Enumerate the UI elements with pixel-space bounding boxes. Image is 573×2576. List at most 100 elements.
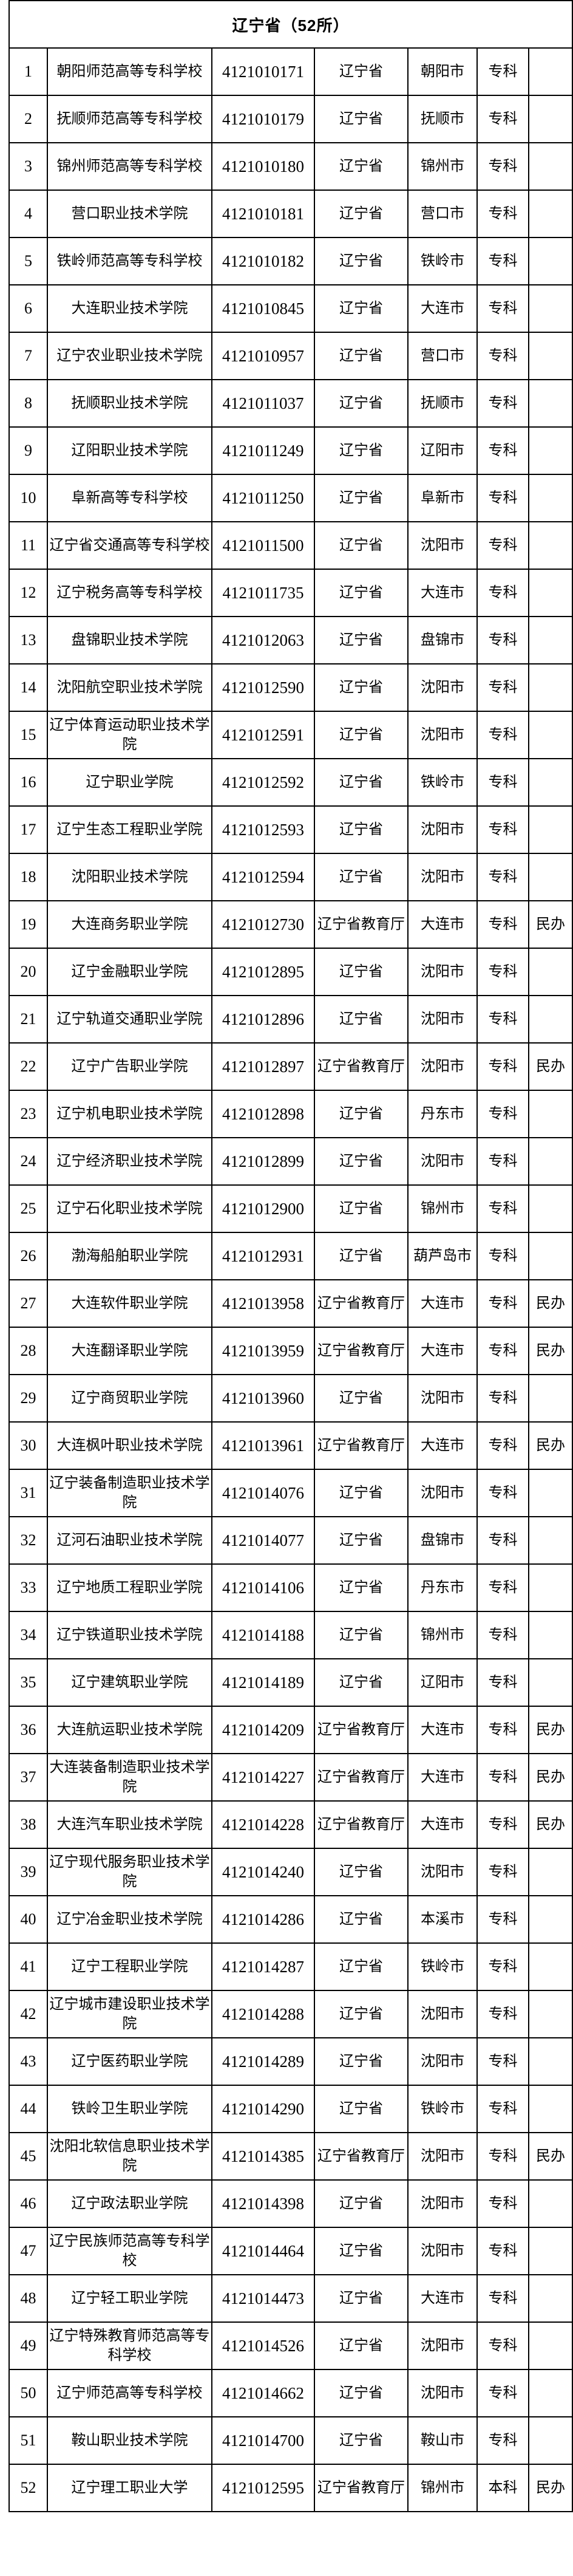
cell-supervisor: 辽宁省 xyxy=(314,521,409,570)
cell-school-code: 4121012593 xyxy=(211,805,315,854)
cell-supervisor: 辽宁省教育厅 xyxy=(314,1279,409,1328)
cell-school-code: 4121014106 xyxy=(211,1563,315,1612)
cell-school-name: 抚顺职业技术学院 xyxy=(47,379,212,428)
table-row: 17 辽宁生态工程职业学院 4121012593 辽宁省 沈阳市 专科 xyxy=(8,805,573,854)
cell-school-code: 4121014290 xyxy=(211,2085,315,2133)
cell-school-code: 4121013961 xyxy=(211,1421,315,1470)
cell-ownership: 民办 xyxy=(527,1800,573,1849)
cell-school-name: 辽宁师范高等专科学校 xyxy=(47,2369,212,2417)
table-row: 4 营口职业技术学院 4121010181 辽宁省 营口市 专科 xyxy=(8,190,573,238)
table-row: 5 铁岭师范高等专科学校 4121010182 辽宁省 铁岭市 专科 xyxy=(8,237,573,285)
cell-city: 铁岭市 xyxy=(407,1942,478,1991)
table-row: 12 辽宁税务高等专科学校 4121011735 辽宁省 大连市 专科 xyxy=(8,569,573,617)
cell-supervisor: 辽宁省 xyxy=(314,2369,409,2417)
cell-city: 沈阳市 xyxy=(407,663,478,712)
cell-city: 沈阳市 xyxy=(407,2369,478,2417)
table-row: 43 辽宁医药职业学院 4121014289 辽宁省 沈阳市 专科 xyxy=(8,2037,573,2086)
cell-supervisor: 辽宁省 xyxy=(314,663,409,712)
cell-level: 专科 xyxy=(476,711,529,759)
cell-city: 葫芦岛市 xyxy=(407,1232,478,1280)
cell-ownership: 民办 xyxy=(527,1753,573,1802)
cell-level: 专科 xyxy=(476,2321,529,2370)
cell-school-code: 4121012730 xyxy=(211,900,315,949)
cell-city: 铁岭市 xyxy=(407,237,478,285)
cell-supervisor: 辽宁省 xyxy=(314,1611,409,1659)
cell-supervisor: 辽宁省 xyxy=(314,1090,409,1138)
cell-school-code: 4121014662 xyxy=(211,2369,315,2417)
cell-ownership xyxy=(527,1184,573,1233)
cell-level: 专科 xyxy=(476,805,529,854)
cell-row-number: 11 xyxy=(8,521,48,570)
cell-level: 专科 xyxy=(476,663,529,712)
cell-row-number: 35 xyxy=(8,1658,48,1707)
cell-level: 专科 xyxy=(476,1753,529,1802)
cell-school-code: 4121014076 xyxy=(211,1469,315,1517)
cell-ownership xyxy=(527,1232,573,1280)
cell-supervisor: 辽宁省 xyxy=(314,758,409,807)
cell-city: 盘锦市 xyxy=(407,616,478,664)
cell-level: 专科 xyxy=(476,95,529,143)
cell-school-name: 大连装备制造职业技术学院 xyxy=(47,1753,212,1802)
cell-ownership xyxy=(527,663,573,712)
cell-school-code: 4121012896 xyxy=(211,995,315,1044)
cell-level: 专科 xyxy=(476,569,529,617)
cell-ownership: 民办 xyxy=(527,1279,573,1328)
cell-ownership xyxy=(527,1090,573,1138)
table-row: 51 鞍山职业技术学院 4121014700 辽宁省 鞍山市 专科 xyxy=(8,2416,573,2465)
cell-level: 专科 xyxy=(476,474,529,522)
cell-city: 沈阳市 xyxy=(407,2321,478,2370)
cell-school-code: 4121011735 xyxy=(211,569,315,617)
cell-school-name: 辽宁医药职业学院 xyxy=(47,2037,212,2086)
cell-city: 鞍山市 xyxy=(407,2416,478,2465)
cell-supervisor: 辽宁省 xyxy=(314,1374,409,1423)
cell-level: 专科 xyxy=(476,1516,529,1565)
cell-row-number: 18 xyxy=(8,853,48,901)
cell-school-code: 4121010179 xyxy=(211,95,315,143)
cell-ownership xyxy=(527,2085,573,2133)
cell-city: 沈阳市 xyxy=(407,1374,478,1423)
cell-supervisor: 辽宁省 xyxy=(314,1990,409,2038)
table-row: 49 辽宁特殊教育师范高等专科学校 4121014526 辽宁省 沈阳市 专科 xyxy=(8,2321,573,2370)
cell-school-name: 辽宁广告职业学院 xyxy=(47,1042,212,1091)
cell-school-code: 4121010181 xyxy=(211,190,315,238)
cell-city: 大连市 xyxy=(407,1327,478,1375)
cell-supervisor: 辽宁省 xyxy=(314,2274,409,2323)
cell-level: 专科 xyxy=(476,2132,529,2181)
cell-level: 专科 xyxy=(476,1658,529,1707)
cell-school-name: 辽宁冶金职业技术学院 xyxy=(47,1895,212,1944)
cell-school-name: 阜新高等专科学校 xyxy=(47,474,212,522)
cell-level: 专科 xyxy=(476,616,529,664)
cell-school-code: 4121012898 xyxy=(211,1090,315,1138)
cell-ownership xyxy=(527,332,573,380)
cell-city: 铁岭市 xyxy=(407,758,478,807)
cell-school-name: 大连翻译职业学院 xyxy=(47,1327,212,1375)
table-row: 22 辽宁广告职业学院 4121012897 辽宁省教育厅 沈阳市 专科 民办 xyxy=(8,1042,573,1091)
cell-school-code: 4121013958 xyxy=(211,1279,315,1328)
cell-supervisor: 辽宁省教育厅 xyxy=(314,2464,409,2512)
cell-city: 沈阳市 xyxy=(407,1848,478,1896)
cell-row-number: 50 xyxy=(8,2369,48,2417)
cell-city: 锦州市 xyxy=(407,2464,478,2512)
cell-school-name: 辽宁轻工职业学院 xyxy=(47,2274,212,2323)
cell-row-number: 52 xyxy=(8,2464,48,2512)
cell-school-name: 辽宁特殊教育师范高等专科学校 xyxy=(47,2321,212,2370)
cell-supervisor: 辽宁省 xyxy=(314,1184,409,1233)
cell-city: 大连市 xyxy=(407,284,478,333)
cell-level: 专科 xyxy=(476,1848,529,1896)
cell-city: 沈阳市 xyxy=(407,2037,478,2086)
cell-supervisor: 辽宁省 xyxy=(314,332,409,380)
cell-city: 辽阳市 xyxy=(407,1658,478,1707)
cell-ownership: 民办 xyxy=(527,1706,573,1754)
cell-row-number: 19 xyxy=(8,900,48,949)
cell-row-number: 49 xyxy=(8,2321,48,2370)
cell-level: 专科 xyxy=(476,1469,529,1517)
cell-ownership xyxy=(527,805,573,854)
table-row: 21 辽宁轨道交通职业学院 4121012896 辽宁省 沈阳市 专科 xyxy=(8,995,573,1044)
cell-school-code: 4121010845 xyxy=(211,284,315,333)
cell-level: 专科 xyxy=(476,1232,529,1280)
cell-ownership xyxy=(527,1469,573,1517)
cell-row-number: 24 xyxy=(8,1137,48,1186)
cell-school-name: 辽宁生态工程职业学院 xyxy=(47,805,212,854)
cell-ownership xyxy=(527,1563,573,1612)
cell-school-name: 辽宁建筑职业学院 xyxy=(47,1658,212,1707)
